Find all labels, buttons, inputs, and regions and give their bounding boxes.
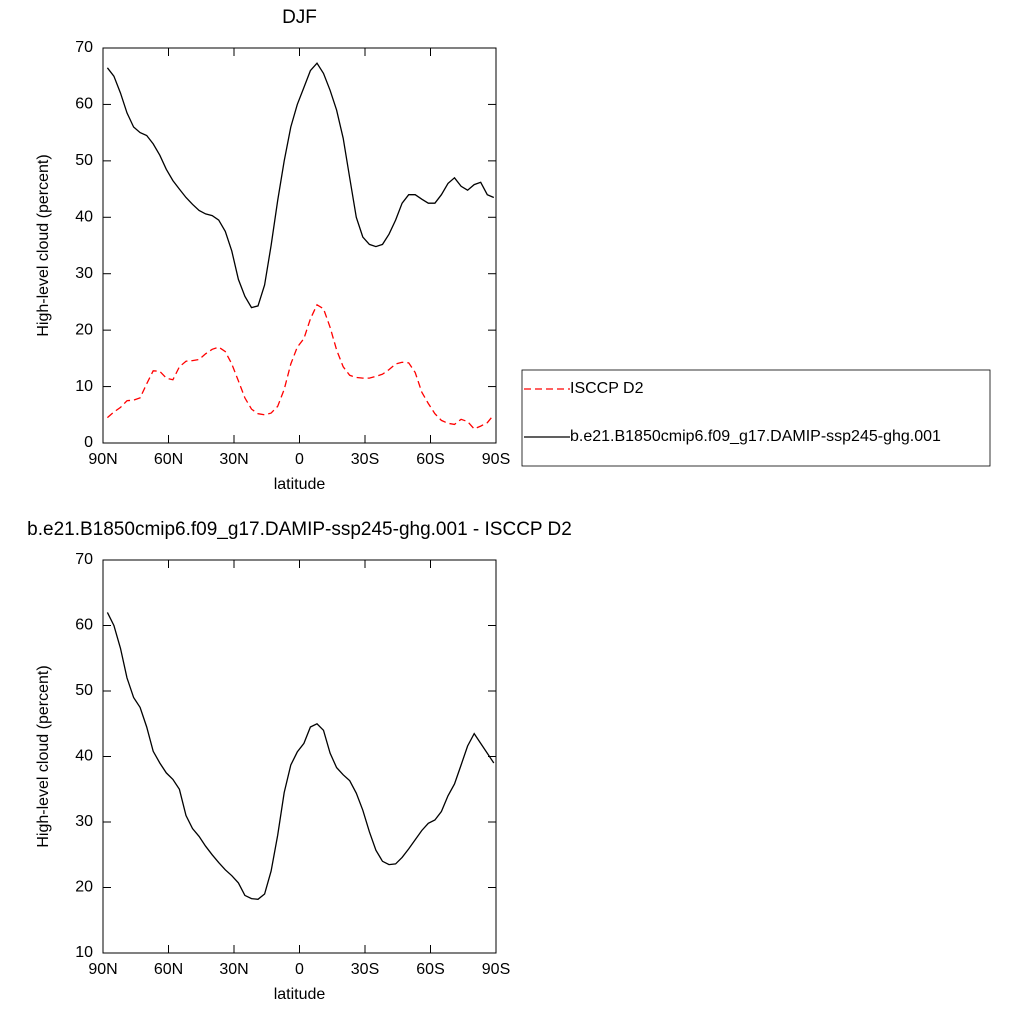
- legend-box: [521, 369, 991, 467]
- legend-label: b.e21.B1850cmip6.f09_g17.DAMIP-ssp245-gh…: [570, 428, 941, 445]
- y-tick-label: 50: [75, 682, 93, 699]
- x-tick-label: 90S: [482, 961, 510, 978]
- y-tick-label: 20: [75, 321, 93, 338]
- x-axis-label: latitude: [274, 986, 326, 1003]
- y-axis-label: High-level cloud (percent): [35, 665, 52, 847]
- x-tick-label: 0: [295, 451, 304, 468]
- x-tick-label: 60N: [154, 451, 183, 468]
- chart-title: DJF: [282, 7, 317, 28]
- x-tick-label: 0: [295, 961, 304, 978]
- plot-frame: [102, 559, 497, 954]
- x-tick-label: 30S: [351, 961, 379, 978]
- x-tick-label: 60S: [416, 961, 444, 978]
- plot-frame: [102, 47, 497, 444]
- y-tick-label: 30: [75, 813, 93, 830]
- y-tick-label: 60: [75, 96, 93, 113]
- x-tick-label: 30S: [351, 451, 379, 468]
- y-tick-label: 70: [75, 39, 93, 56]
- x-tick-label: 60N: [154, 961, 183, 978]
- y-tick-label: 10: [75, 378, 93, 395]
- x-tick-label: 30N: [219, 961, 248, 978]
- y-tick-label: 10: [75, 944, 93, 961]
- x-tick-label: 30N: [219, 451, 248, 468]
- y-tick-label: 70: [75, 551, 93, 568]
- x-tick-label: 90N: [88, 451, 117, 468]
- y-tick-label: 40: [75, 209, 93, 226]
- legend-label: ISCCP D2: [570, 380, 644, 397]
- x-axis-label: latitude: [274, 476, 326, 493]
- y-tick-label: 40: [75, 748, 93, 765]
- x-tick-label: 60S: [416, 451, 444, 468]
- data-line: [106, 612, 495, 900]
- x-tick-label: 90N: [88, 961, 117, 978]
- y-tick-label: 60: [75, 617, 93, 634]
- y-axis-label: High-level cloud (percent): [35, 154, 52, 336]
- chart-title: b.e21.B1850cmip6.f09_g17.DAMIP-ssp245-gh…: [27, 519, 572, 540]
- y-tick-label: 50: [75, 152, 93, 169]
- x-tick-label: 90S: [482, 451, 510, 468]
- data-line: [106, 303, 495, 430]
- data-line: [106, 62, 495, 309]
- y-tick-label: 20: [75, 879, 93, 896]
- y-tick-label: 30: [75, 265, 93, 282]
- y-tick-label: 0: [84, 434, 93, 451]
